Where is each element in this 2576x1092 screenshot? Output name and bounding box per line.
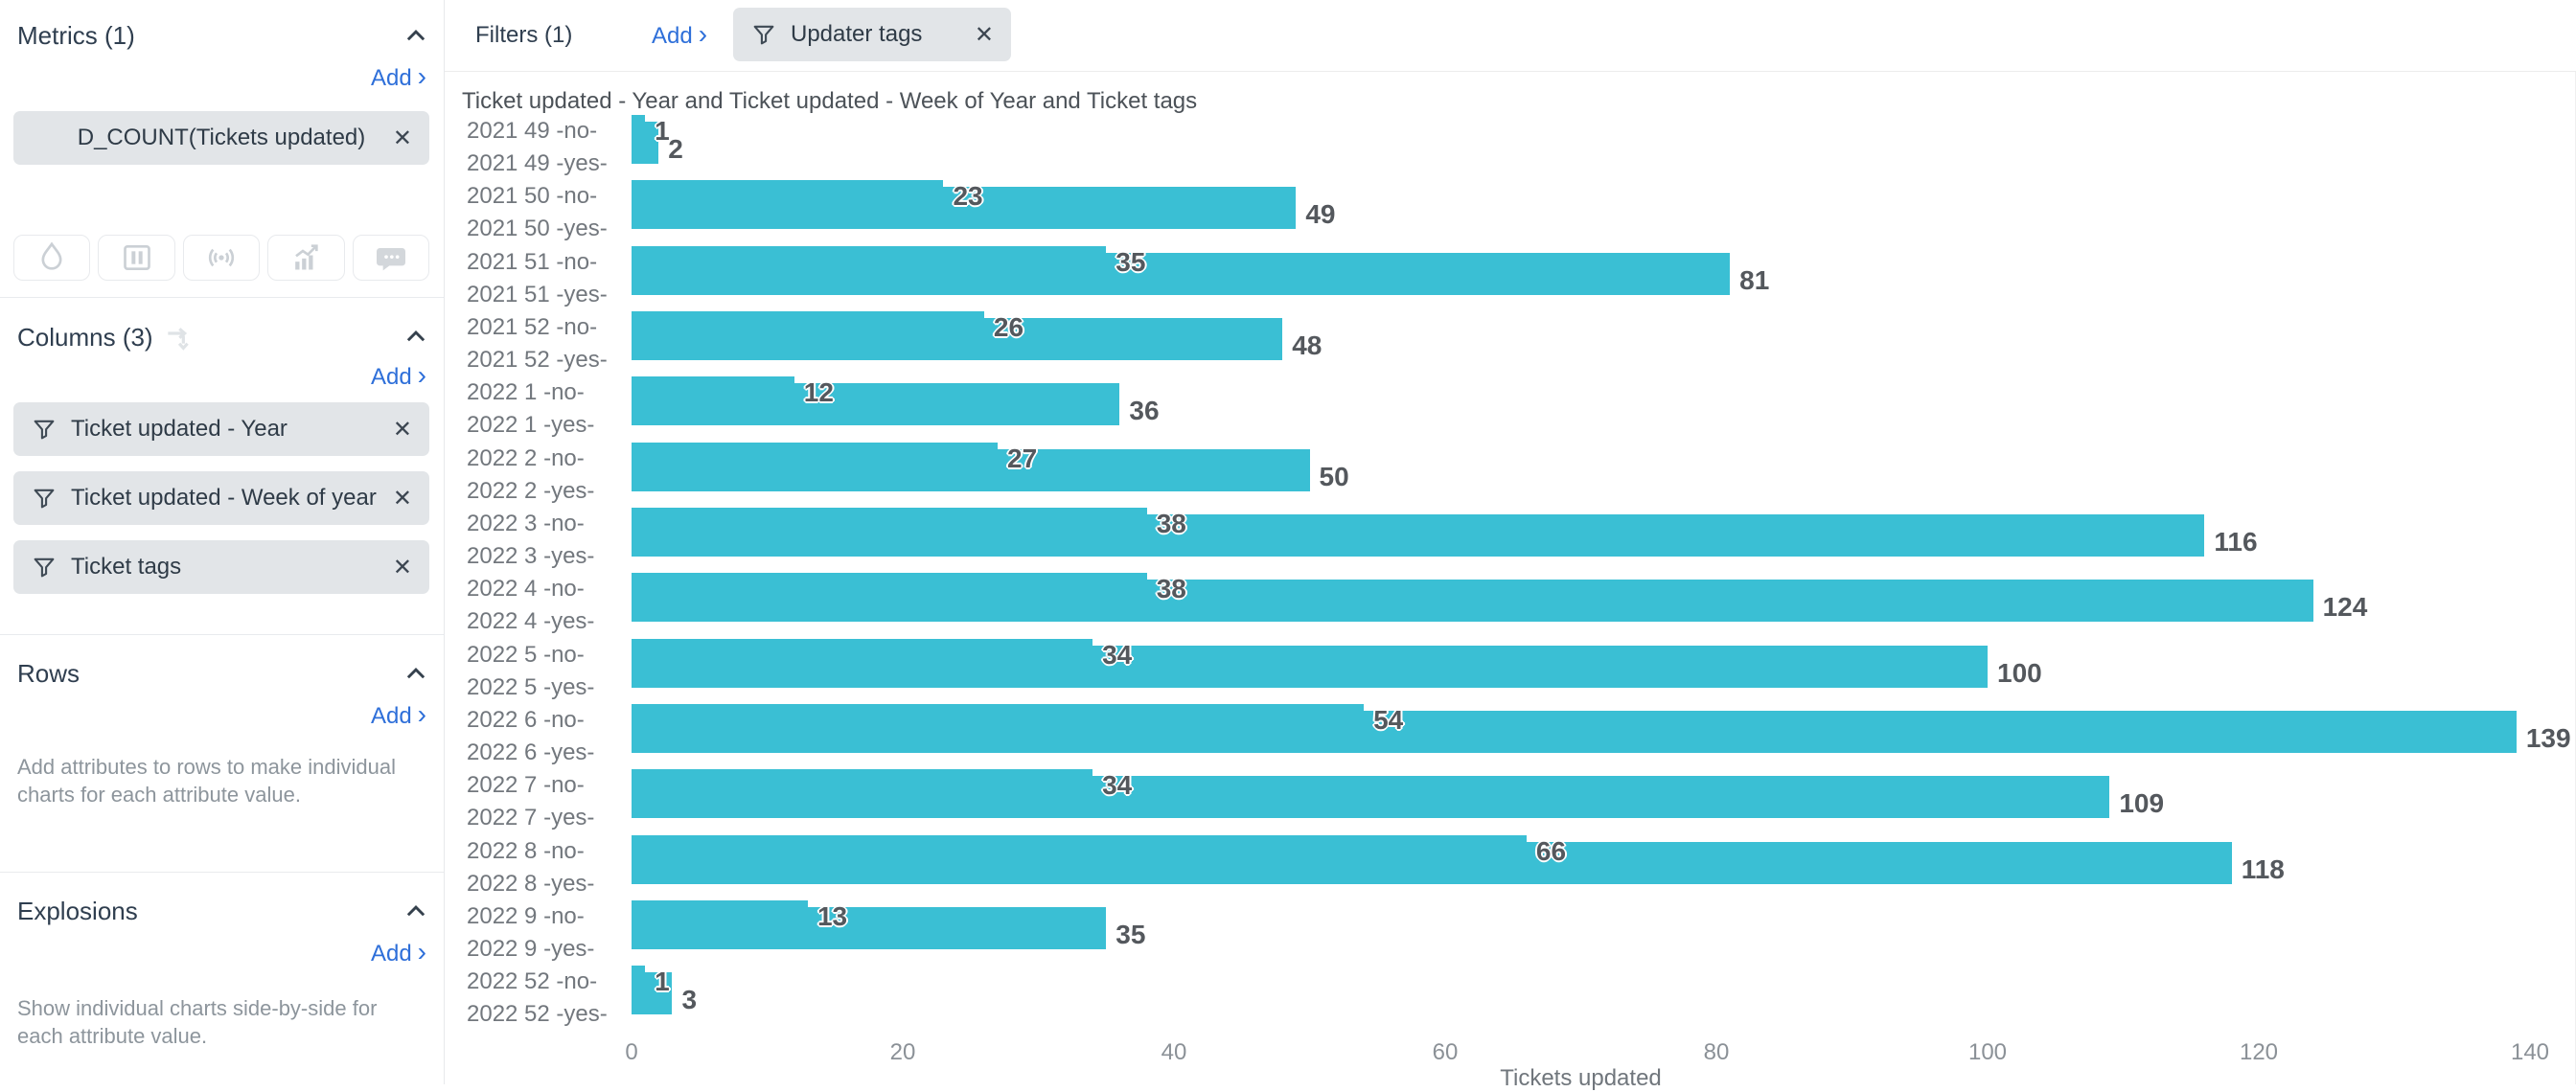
category-label: 2022 3 -no- <box>467 510 585 538</box>
bar-value-label: 1 <box>655 967 670 996</box>
category-label: 2022 7 -no- <box>467 771 585 800</box>
bar-value-label: 26 <box>994 312 1024 342</box>
bar-no[interactable] <box>632 573 1147 615</box>
x-axis-title: Tickets updated <box>1390 1065 1773 1092</box>
bar-value-label: 48 <box>1292 330 1322 360</box>
bar-value-label: 27 <box>1007 444 1037 473</box>
bar-no[interactable] <box>632 115 645 157</box>
category-label: 2022 6 -yes- <box>467 739 594 767</box>
bar-no[interactable] <box>632 246 1106 288</box>
bar-value-label: 38 <box>1157 509 1186 538</box>
bar-no[interactable] <box>632 639 1092 681</box>
category-label: 2022 8 -no- <box>467 837 585 866</box>
category-label: 2022 5 -yes- <box>467 673 594 702</box>
bar-value-label: 100 <box>1997 658 2042 688</box>
bar-no[interactable] <box>632 769 1092 811</box>
bar-value-label: 23 <box>953 181 982 211</box>
category-label: 2021 51 -yes- <box>467 281 608 309</box>
x-axis-tick: 120 <box>2220 1039 2297 1066</box>
category-label: 2022 52 -yes- <box>467 1000 608 1029</box>
bar-value-label: 12 <box>804 377 834 407</box>
x-axis-tick: 60 <box>1407 1039 1484 1066</box>
bar-value-label: 139 <box>2526 723 2571 753</box>
category-label: 2021 49 -yes- <box>467 149 608 178</box>
bar-value-label: 118 <box>2242 854 2285 884</box>
category-label: 2021 51 -no- <box>467 248 597 277</box>
bar-value-label: 81 <box>1739 265 1769 295</box>
bar-no[interactable] <box>632 704 1364 746</box>
bar-no[interactable] <box>632 376 794 419</box>
bar-no[interactable] <box>632 311 984 353</box>
category-label: 2022 1 -no- <box>467 378 585 407</box>
x-axis-tick: 80 <box>1678 1039 1755 1066</box>
bar-no[interactable] <box>632 180 943 222</box>
bar-no[interactable] <box>632 835 1527 877</box>
category-label: 2022 9 -yes- <box>467 935 594 964</box>
bar-value-label: 35 <box>1116 920 1145 949</box>
category-label: 2022 52 -no- <box>467 967 597 996</box>
x-axis-tick: 100 <box>1949 1039 2026 1066</box>
category-label: 2021 50 -yes- <box>467 215 608 243</box>
category-label: 2021 49 -no- <box>467 117 597 146</box>
category-label: 2022 9 -no- <box>467 902 585 931</box>
category-label: 2022 4 -no- <box>467 575 585 603</box>
bar-no[interactable] <box>632 900 808 943</box>
bar-no[interactable] <box>632 443 998 485</box>
x-axis-tick: 0 <box>593 1039 670 1066</box>
bar-value-label: 2 <box>668 134 683 164</box>
bar-value-label: 109 <box>2119 788 2164 818</box>
category-label: 2022 5 -no- <box>467 641 585 670</box>
bar-value-label: 124 <box>2323 592 2368 622</box>
category-label: 2022 6 -no- <box>467 706 585 735</box>
bar-value-label: 54 <box>1373 705 1403 735</box>
bar-value-label: 35 <box>1116 247 1145 277</box>
category-label: 2022 1 -yes- <box>467 411 594 440</box>
bar-value-label: 13 <box>817 901 847 931</box>
category-label: 2022 2 -yes- <box>467 477 594 506</box>
bar-value-label: 36 <box>1129 396 1159 425</box>
category-label: 2022 2 -no- <box>467 444 585 473</box>
category-label: 2022 3 -yes- <box>467 542 594 571</box>
bar-value-label: 49 <box>1305 199 1335 229</box>
bar-value-label: 3 <box>681 985 697 1014</box>
category-label: 2021 52 -no- <box>467 313 597 342</box>
x-axis-tick: 140 <box>2492 1039 2568 1066</box>
x-axis-tick: 20 <box>864 1039 941 1066</box>
bar-value-label: 38 <box>1157 574 1186 603</box>
bar-value-label: 66 <box>1536 836 1566 866</box>
category-label: 2021 50 -no- <box>467 182 597 211</box>
x-axis-tick: 40 <box>1136 1039 1212 1066</box>
category-label: 2022 4 -yes- <box>467 607 594 636</box>
category-label: 2022 8 -yes- <box>467 870 594 899</box>
bar-value-label: 50 <box>1320 462 1349 491</box>
bar-value-label: 116 <box>2214 527 2257 557</box>
bar-value-label: 34 <box>1102 770 1132 800</box>
category-label: 2021 52 -yes- <box>467 346 608 375</box>
bar-no[interactable] <box>632 966 645 1008</box>
bar-value-label: 34 <box>1102 640 1132 670</box>
bar-no[interactable] <box>632 508 1147 550</box>
category-label: 2022 7 -yes- <box>467 804 594 832</box>
